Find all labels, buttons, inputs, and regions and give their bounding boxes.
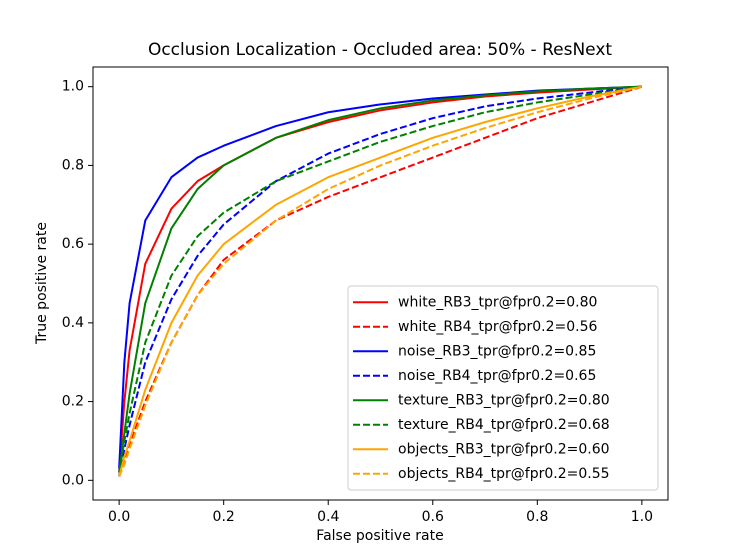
series-line bbox=[118, 85, 643, 477]
legend-label: texture_RB3_tpr@fpr0.2=0.80 bbox=[398, 392, 610, 408]
chart-title: Occlusion Localization - Occluded area: … bbox=[148, 40, 612, 60]
x-tick-label: 0.8 bbox=[526, 509, 548, 525]
x-tick-label: 0.0 bbox=[108, 509, 130, 525]
x-tick-label: 0.2 bbox=[213, 509, 235, 525]
y-tick-label: 0.8 bbox=[62, 157, 84, 173]
legend-label: white_RB3_tpr@fpr0.2=0.80 bbox=[398, 294, 597, 310]
series-line bbox=[118, 85, 643, 477]
legend-label: noise_RB4_tpr@fpr0.2=0.65 bbox=[398, 368, 596, 384]
legend-label: noise_RB3_tpr@fpr0.2=0.85 bbox=[398, 343, 596, 359]
x-tick-label: 0.6 bbox=[422, 509, 444, 525]
plot-frame bbox=[92, 66, 669, 501]
legend: white_RB3_tpr@fpr0.2=0.80 white_RB4_tpr@f… bbox=[347, 285, 659, 491]
x-axis-label: False positive rate bbox=[316, 528, 443, 544]
x-tick-label: 1.0 bbox=[631, 509, 653, 525]
series-line bbox=[118, 85, 643, 473]
y-tick-label: 0.4 bbox=[62, 315, 84, 331]
legend-label: objects_RB4_tpr@fpr0.2=0.55 bbox=[398, 466, 610, 482]
legend-box bbox=[347, 285, 659, 491]
y-tick-label: 0.6 bbox=[62, 236, 84, 252]
y-tick-label: 0.2 bbox=[62, 394, 84, 410]
legend-label: white_RB4_tpr@fpr0.2=0.56 bbox=[398, 319, 598, 335]
series-line bbox=[118, 85, 642, 473]
series-line bbox=[118, 85, 642, 477]
x-tick-label: 0.4 bbox=[317, 509, 339, 525]
y-tick-label: 1.0 bbox=[62, 79, 84, 95]
y-axis-label: True positive rate bbox=[34, 222, 50, 345]
y-tick-label: 0.0 bbox=[62, 472, 84, 488]
legend-label: texture_RB4_tpr@fpr0.2=0.68 bbox=[398, 417, 610, 433]
legend-label: objects_RB3_tpr@fpr0.2=0.60 bbox=[398, 441, 610, 457]
